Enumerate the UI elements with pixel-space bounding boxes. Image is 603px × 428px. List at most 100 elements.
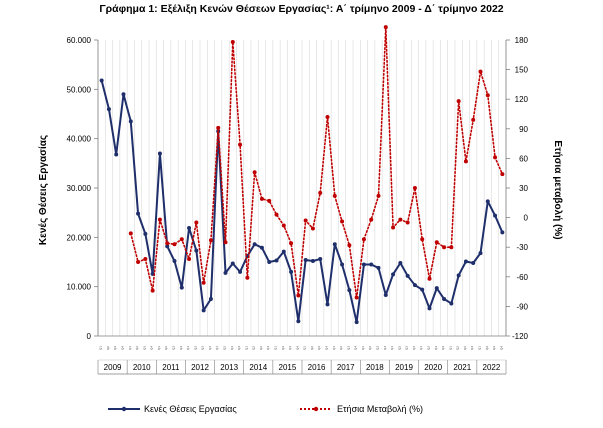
data-point-change bbox=[223, 240, 228, 245]
quarter-tick-label: Q2 bbox=[339, 346, 343, 350]
data-point-change bbox=[405, 220, 410, 225]
left-tick-label: 20.000 bbox=[67, 233, 92, 242]
quarter-tick-label: Q2 bbox=[397, 346, 401, 350]
data-point-change bbox=[281, 223, 286, 228]
quarter-tick-label: Q1 bbox=[244, 346, 248, 350]
quarter-tick-label: Q2 bbox=[135, 346, 139, 350]
data-point-change bbox=[143, 257, 148, 262]
quarter-tick-label: Q2 bbox=[223, 346, 227, 350]
data-point-change bbox=[354, 295, 359, 300]
data-point-change bbox=[340, 219, 345, 224]
data-point-change bbox=[310, 226, 315, 231]
quarter-tick-label: Q3 bbox=[288, 346, 292, 350]
data-point-change bbox=[332, 193, 337, 198]
quarter-tick-label: Q4 bbox=[179, 346, 183, 350]
data-point-vacancies bbox=[259, 245, 264, 250]
data-point-change bbox=[318, 190, 323, 195]
series-line-change bbox=[129, 27, 504, 298]
data-point-change bbox=[230, 39, 235, 44]
data-point-vacancies bbox=[296, 319, 301, 324]
data-point-vacancies bbox=[157, 151, 162, 156]
data-point-vacancies bbox=[114, 152, 119, 157]
year-label: 2020 bbox=[424, 363, 442, 372]
data-point-change bbox=[391, 225, 396, 230]
right-tick-label: 30 bbox=[519, 184, 528, 193]
quarter-tick-label: Q1 bbox=[215, 346, 219, 350]
quarter-tick-label: Q4 bbox=[470, 346, 474, 350]
data-point-vacancies bbox=[194, 248, 199, 253]
data-point-change bbox=[259, 196, 264, 201]
right-tick-label: 180 bbox=[515, 36, 529, 45]
data-point-change bbox=[157, 217, 162, 222]
quarter-tick-label: Q3 bbox=[376, 346, 380, 350]
legend-marker-change bbox=[313, 406, 319, 412]
quarter-tick-label: Q3 bbox=[492, 346, 496, 350]
right-tick-label: 150 bbox=[515, 66, 529, 75]
data-point-vacancies bbox=[172, 259, 177, 264]
data-point-vacancies bbox=[471, 260, 476, 265]
data-point-vacancies bbox=[347, 288, 352, 293]
quarter-tick-label: Q1 bbox=[128, 346, 132, 350]
right-tick-label: 120 bbox=[515, 95, 529, 104]
data-point-vacancies bbox=[500, 230, 505, 235]
left-tick-label: 10.000 bbox=[67, 283, 92, 292]
data-point-vacancies bbox=[136, 211, 141, 216]
data-point-change bbox=[245, 275, 250, 280]
data-point-vacancies bbox=[369, 262, 374, 267]
quarter-tick-label: Q4 bbox=[383, 346, 387, 350]
data-point-vacancies bbox=[325, 302, 330, 307]
series-job-vacancies bbox=[99, 78, 505, 325]
quarter-tick-label: Q3 bbox=[230, 346, 234, 350]
data-point-vacancies bbox=[267, 260, 272, 264]
year-label: 2014 bbox=[249, 363, 267, 372]
quarter-tick-label: Q1 bbox=[478, 346, 482, 350]
quarter-tick-label: Q2 bbox=[252, 346, 256, 350]
data-point-vacancies bbox=[99, 78, 104, 83]
data-point-change bbox=[208, 238, 213, 243]
right-tick-label: -90 bbox=[516, 302, 528, 311]
quarter-tick-label: Q4 bbox=[237, 346, 241, 350]
data-point-vacancies bbox=[412, 283, 417, 288]
data-point-change bbox=[376, 193, 381, 198]
left-tick-label: 60.000 bbox=[67, 36, 92, 45]
quarter-tick-label: Q2 bbox=[281, 346, 285, 350]
data-point-change bbox=[267, 198, 272, 203]
data-point-vacancies bbox=[427, 306, 432, 311]
x-axis-categories: Q1 Q2 Q3 Q4 Q1 Q2 Q3 Q4 Q1 Q2 Q3 Q4 Q1 Q2 Q3 Q4 Q1 Q2 Q3 Q4… bbox=[97, 346, 507, 374]
data-point-change bbox=[303, 218, 308, 223]
data-point-change bbox=[493, 155, 498, 160]
data-point-vacancies bbox=[383, 293, 388, 298]
data-point-change bbox=[442, 245, 447, 250]
data-point-vacancies bbox=[143, 231, 148, 236]
right-tick-label: 60 bbox=[519, 154, 528, 163]
data-point-change bbox=[128, 231, 133, 236]
year-label: 2019 bbox=[395, 363, 413, 372]
right-tick-label: 90 bbox=[519, 125, 528, 134]
data-point-vacancies bbox=[128, 119, 133, 124]
chart-title: Γράφημα 1: Εξέλιξη Κενών Θέσεων Εργασίας… bbox=[99, 3, 504, 15]
data-point-vacancies bbox=[332, 242, 337, 247]
data-point-change bbox=[485, 93, 490, 98]
data-point-change bbox=[471, 117, 476, 122]
legend-label-change: Ετήσια Μεταβολή (%) bbox=[337, 404, 423, 414]
quarter-tick-label: Q1 bbox=[99, 346, 103, 350]
quarter-tick-label: Q1 bbox=[332, 346, 336, 350]
year-label: 2017 bbox=[337, 363, 355, 372]
data-point-change bbox=[150, 288, 155, 293]
data-point-vacancies bbox=[310, 259, 315, 264]
quarter-tick-label: Q2 bbox=[106, 346, 110, 350]
quarter-tick-label: Q2 bbox=[456, 346, 460, 350]
data-point-change bbox=[449, 245, 454, 250]
data-point-change bbox=[398, 217, 403, 222]
year-label: 2022 bbox=[483, 363, 501, 372]
data-point-change bbox=[361, 237, 366, 242]
quarter-tick-label: Q2 bbox=[193, 346, 197, 350]
quarter-tick-label: Q1 bbox=[448, 346, 452, 350]
quarter-tick-label: Q3 bbox=[172, 346, 176, 350]
data-point-vacancies bbox=[361, 262, 366, 267]
year-label: 2018 bbox=[366, 363, 384, 372]
quarter-tick-label: Q2 bbox=[164, 346, 168, 350]
year-label: 2016 bbox=[308, 363, 326, 372]
data-point-vacancies bbox=[442, 297, 447, 301]
data-point-vacancies bbox=[391, 272, 396, 277]
